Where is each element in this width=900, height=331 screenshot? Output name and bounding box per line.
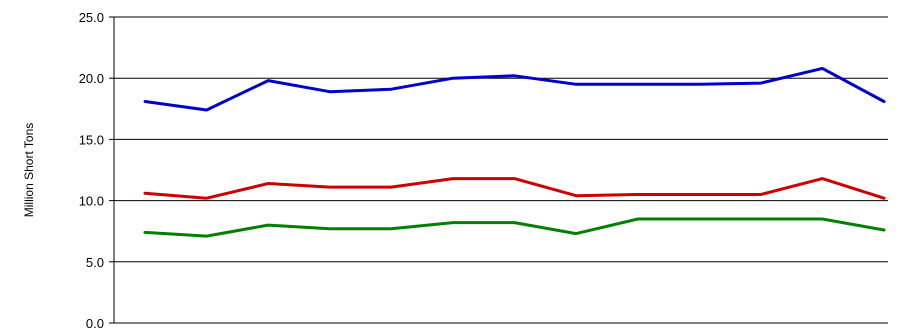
y-axis-title: Million Short Tons bbox=[22, 123, 36, 218]
y-tick-label: 10.0 bbox=[79, 194, 104, 209]
y-tick-label: 20.0 bbox=[79, 71, 104, 86]
gridlines bbox=[114, 16, 888, 263]
series-lines bbox=[143, 66, 886, 238]
y-tick-label: 0.0 bbox=[86, 316, 104, 331]
y-tick-label: 15.0 bbox=[79, 132, 104, 147]
y-tick-label: 25.0 bbox=[79, 10, 104, 25]
series-line-2 bbox=[143, 177, 886, 200]
series-line-1 bbox=[143, 66, 886, 112]
y-tick-label: 5.0 bbox=[86, 255, 104, 270]
series-line-3 bbox=[143, 217, 886, 238]
y-tick-labels: 0.0 5.0 10.0 15.0 20.0 25.0 bbox=[79, 10, 114, 331]
